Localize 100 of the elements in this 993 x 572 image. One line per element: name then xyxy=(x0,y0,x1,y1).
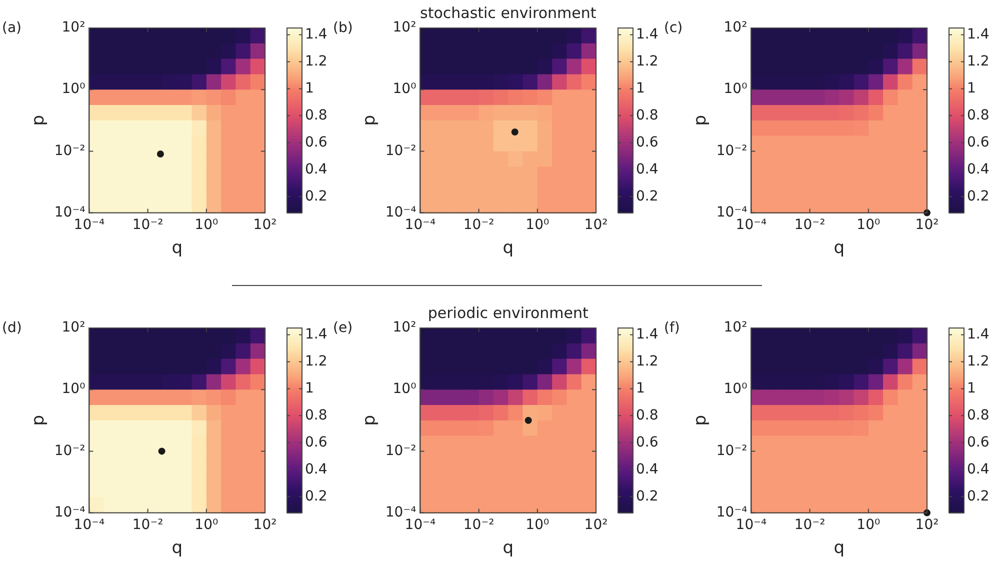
color-bar-label: 0.6 xyxy=(305,434,328,450)
text: (e) xyxy=(333,320,353,336)
x-tick-label: 10⁻⁴ xyxy=(736,516,768,533)
color-bar-label: 0.6 xyxy=(636,134,658,150)
color-bar-label: 0.8 xyxy=(967,407,990,424)
x-tick-label: 10⁰ xyxy=(526,216,550,233)
y-tick-label: 10⁻² xyxy=(716,142,748,159)
x-tick-label: 10² xyxy=(253,516,277,533)
x-tick-label: 10² xyxy=(915,516,939,533)
color-bar-label: 0.8 xyxy=(636,407,658,424)
y-tick-label: 10⁰ xyxy=(62,81,86,98)
color-bar-label: 1 xyxy=(305,380,314,396)
y-axis-title: p xyxy=(360,415,380,426)
x-tick-label: 10⁰ xyxy=(526,516,550,533)
color-bar-label: 0.4 xyxy=(636,461,658,478)
y-tick-label: 10² xyxy=(62,20,86,36)
color-bar-label: 1 xyxy=(967,80,976,96)
x-tick-label: 10⁰ xyxy=(194,216,218,233)
x-tick-label: 10⁰ xyxy=(856,216,880,233)
x-tick-label: 10⁻⁴ xyxy=(404,516,436,533)
color-bar-label: 1.4 xyxy=(636,26,658,42)
y-tick-label: 10² xyxy=(724,320,748,336)
color-bar-label: 0.4 xyxy=(967,461,990,478)
x-axis-title: q xyxy=(502,238,514,258)
y-tick-label: 10⁰ xyxy=(392,381,417,398)
y-tick-label: 10² xyxy=(392,320,416,336)
y-axis-title: p xyxy=(28,115,49,126)
x-tick-label: 10⁻² xyxy=(132,216,164,233)
x-tick-label: 10⁻² xyxy=(463,216,494,233)
y-tick-label: 10⁻² xyxy=(385,442,416,459)
color-bar-label: 1.2 xyxy=(636,53,658,70)
color-bar-label: 1 xyxy=(636,80,645,96)
color-bar-label: 0.8 xyxy=(967,107,990,124)
text: (a) xyxy=(2,20,22,36)
color-bar-label: 1.2 xyxy=(305,53,328,70)
text: (c) xyxy=(664,20,683,36)
text: (b) xyxy=(333,20,353,36)
color-bar-label: 0.4 xyxy=(636,161,658,178)
x-tick-label: 10⁻⁴ xyxy=(74,216,106,233)
chart-title: stochastic environment xyxy=(420,4,596,22)
x-axis-title: q xyxy=(834,238,845,258)
color-bar-label: 0.6 xyxy=(305,134,328,150)
color-bar-label: 0.4 xyxy=(967,161,990,178)
y-tick-label: 10⁻² xyxy=(385,142,416,159)
x-tick-label: 10² xyxy=(253,216,277,233)
x-tick-label: 10² xyxy=(915,216,939,233)
text: (f) xyxy=(664,320,680,336)
x-tick-label: 10² xyxy=(584,216,608,233)
color-bar-label: 0.2 xyxy=(636,488,658,504)
y-tick-label: 10² xyxy=(724,20,748,36)
x-axis-title: q xyxy=(834,538,845,558)
x-tick-label: 10⁻⁴ xyxy=(74,516,106,533)
x-tick-label: 10⁻² xyxy=(794,516,826,533)
color-bar-label: 0.2 xyxy=(305,488,328,504)
color-bar-label: 0.8 xyxy=(305,407,328,424)
y-tick-label: 10² xyxy=(62,320,86,336)
y-tick-label: 10⁻² xyxy=(54,142,86,159)
color-bar-label: 0.4 xyxy=(305,161,328,178)
y-tick-label: 10⁻² xyxy=(716,442,748,459)
x-tick-label: 10⁻² xyxy=(463,516,494,533)
color-bar-label: 1.4 xyxy=(305,26,328,42)
color-bar-label: 1 xyxy=(305,80,314,96)
x-tick-label: 10⁰ xyxy=(194,516,218,533)
x-axis-title: q xyxy=(502,538,514,558)
color-bar-label: 1.4 xyxy=(967,26,990,42)
color-bar-label: 1.4 xyxy=(305,326,328,342)
color-bar-label: 1 xyxy=(636,380,645,396)
y-tick-label: 10⁰ xyxy=(62,381,86,398)
x-tick-label: 10⁻² xyxy=(132,516,164,533)
y-axis-title: p xyxy=(360,115,380,126)
color-bar-label: 0.8 xyxy=(305,107,328,124)
y-tick-label: 10⁰ xyxy=(724,81,748,98)
y-tick-label: 10⁻² xyxy=(54,442,86,459)
color-bar-label: 0.2 xyxy=(305,188,328,204)
x-tick-label: 10² xyxy=(584,516,608,533)
color-bar-label: 1.4 xyxy=(967,326,990,342)
x-tick-label: 10⁰ xyxy=(856,516,880,533)
y-tick-label: 10² xyxy=(392,20,416,36)
x-axis-title: q xyxy=(172,238,183,258)
x-tick-label: 10⁻⁴ xyxy=(404,216,436,233)
x-axis-title: q xyxy=(172,538,183,558)
color-bar-label: 0.6 xyxy=(967,434,990,450)
y-axis-title: p xyxy=(690,415,711,426)
color-bar-label: 1.2 xyxy=(636,353,658,370)
y-axis-title: p xyxy=(690,115,711,126)
color-bar-label: 0.2 xyxy=(967,188,990,204)
color-bar-label: 0.2 xyxy=(967,488,990,504)
y-tick-label: 10⁰ xyxy=(724,381,748,398)
x-tick-label: 10⁻² xyxy=(794,216,826,233)
x-tick-label: 10⁻⁴ xyxy=(736,216,768,233)
color-bar-label: 1.2 xyxy=(967,53,990,70)
color-bar-label: 1 xyxy=(967,380,976,396)
y-axis-title: p xyxy=(28,415,49,426)
color-bar-label: 0.6 xyxy=(967,134,990,150)
color-bar-label: 1.4 xyxy=(636,326,658,342)
color-bar-label: 0.2 xyxy=(636,188,658,204)
color-bar-label: 0.4 xyxy=(305,461,328,478)
color-bar-label: 0.8 xyxy=(636,107,658,124)
color-bar-label: 0.6 xyxy=(636,434,658,450)
color-bar-label: 1.2 xyxy=(305,353,328,370)
